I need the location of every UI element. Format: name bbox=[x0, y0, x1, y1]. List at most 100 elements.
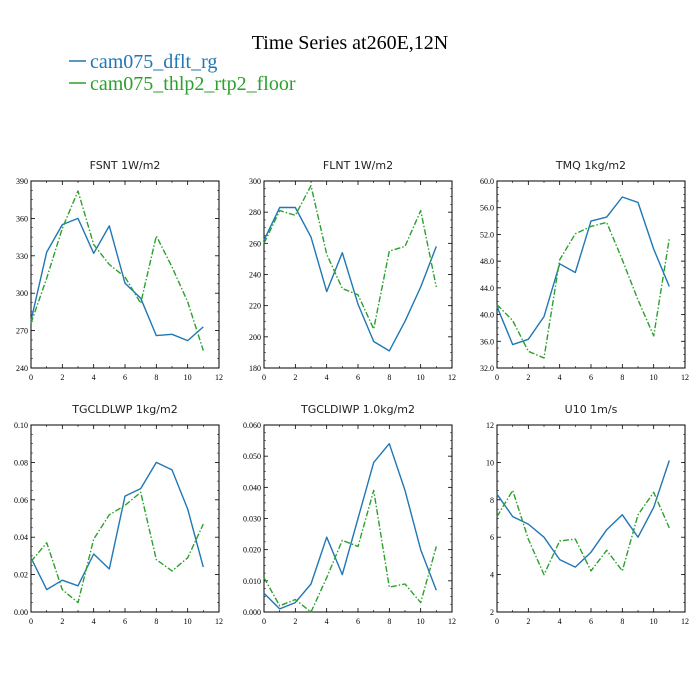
x-tick-label: 8 bbox=[620, 373, 624, 382]
y-tick-label: 0.010 bbox=[243, 577, 261, 586]
y-tick-label: 0.050 bbox=[243, 452, 261, 461]
series-line-thlp2-rtp2-floor bbox=[263, 489, 437, 613]
y-tick-label: 200 bbox=[249, 333, 261, 342]
x-tick-label: 6 bbox=[589, 373, 593, 382]
x-tick-label: 0 bbox=[495, 617, 499, 626]
y-tick-label: 0.08 bbox=[14, 458, 28, 467]
legend-label-dflt: cam075_dflt_rg bbox=[90, 51, 217, 73]
x-tick-label: 4 bbox=[325, 373, 329, 382]
x-tick-label: 0 bbox=[29, 617, 33, 626]
y-tick-label: 0.030 bbox=[243, 515, 261, 524]
y-tick-label: 330 bbox=[16, 252, 28, 261]
y-tick-label: 0.020 bbox=[243, 546, 261, 555]
chart-panel: TMQ 1kg/m2 0 2 4 6 8 10 12 32.0 36.0 40.0 44.0 48.0 5… bbox=[480, 159, 689, 382]
x-tick-label: 10 bbox=[184, 373, 192, 382]
y-tick-label: 12 bbox=[486, 421, 494, 430]
x-tick-label: 4 bbox=[325, 617, 329, 626]
x-tick-label: 2 bbox=[526, 373, 530, 382]
chart-panel: TGCLDLWP 1kg/m2 0 2 4 6 8 10 12 0.00 0.02 0.04 0.06… bbox=[14, 403, 223, 626]
x-tick-label: 10 bbox=[650, 617, 658, 626]
x-tick-label: 0 bbox=[495, 373, 499, 382]
y-tick-label: 0.06 bbox=[14, 496, 28, 505]
chart-title: TGCLDIWP 1.0kg/m2 bbox=[300, 403, 415, 416]
plot-frame bbox=[263, 180, 453, 369]
x-tick-label: 6 bbox=[356, 617, 360, 626]
y-tick-label: 0.00 bbox=[14, 608, 28, 617]
y-tick-label: 4 bbox=[490, 571, 494, 580]
plot-frame bbox=[496, 424, 686, 613]
y-tick-label: 0.04 bbox=[14, 533, 28, 542]
y-tick-label: 2 bbox=[490, 608, 494, 617]
y-tick-label: 240 bbox=[16, 364, 28, 373]
x-tick-label: 10 bbox=[417, 617, 425, 626]
chart-title: U10 1m/s bbox=[565, 403, 618, 416]
chart-title: FSNT 1W/m2 bbox=[90, 159, 161, 172]
chart-panel: FSNT 1W/m2 0 2 4 6 8 10 12 240 270 300 330 360 390 bbox=[16, 159, 223, 382]
chart-title: TMQ 1kg/m2 bbox=[555, 159, 626, 172]
x-tick-label: 2 bbox=[60, 617, 64, 626]
y-tick-label: 390 bbox=[16, 177, 28, 186]
x-tick-label: 6 bbox=[589, 617, 593, 626]
x-tick-label: 2 bbox=[293, 373, 297, 382]
series-line-thlp2-rtp2-floor bbox=[263, 184, 437, 330]
x-tick-label: 2 bbox=[526, 617, 530, 626]
x-tick-label: 8 bbox=[387, 617, 391, 626]
x-tick-label: 8 bbox=[154, 373, 158, 382]
y-tick-label: 260 bbox=[249, 239, 261, 248]
panels: FSNT 1W/m20 2 4 6 8 10 12240270300330360390FLN… bbox=[14, 159, 689, 626]
plot-frame bbox=[30, 180, 220, 369]
y-tick-label: 0.02 bbox=[14, 571, 28, 580]
series-line-thlp2-rtp2-floor bbox=[496, 221, 670, 359]
y-tick-label: 180 bbox=[249, 364, 261, 373]
x-tick-label: 12 bbox=[448, 373, 456, 382]
chart-panel: TGCLDIWP 1.0kg/m2 0 2 4 6 8 10 12 0.000 0.010 0.02… bbox=[243, 403, 456, 626]
x-tick-label: 8 bbox=[387, 373, 391, 382]
x-tick-label: 6 bbox=[356, 373, 360, 382]
y-tick-label: 56.0 bbox=[480, 204, 494, 213]
y-tick-label: 10 bbox=[486, 458, 494, 467]
x-tick-label: 0 bbox=[262, 617, 266, 626]
series-line-thlp2-rtp2-floor bbox=[30, 190, 204, 351]
series-line-dflt-rg bbox=[30, 217, 204, 342]
y-tick-label: 0.000 bbox=[243, 608, 261, 617]
y-tick-label: 280 bbox=[249, 208, 261, 217]
x-tick-label: 8 bbox=[154, 617, 158, 626]
series-line-dflt-rg bbox=[496, 196, 670, 346]
y-tick-label: 48.0 bbox=[480, 257, 494, 266]
x-tick-label: 0 bbox=[29, 373, 33, 382]
x-tick-label: 4 bbox=[558, 373, 562, 382]
x-tick-label: 10 bbox=[650, 373, 658, 382]
series-line-dflt-rg bbox=[30, 461, 204, 591]
y-tick-label: 270 bbox=[16, 327, 28, 336]
y-tick-label: 60.0 bbox=[480, 177, 494, 186]
series-line-thlp2-rtp2-floor bbox=[496, 489, 670, 576]
y-tick-label: 300 bbox=[16, 289, 28, 298]
series-line-dflt-rg bbox=[496, 460, 670, 568]
legend-label-floor: cam075_thlp2_rtp2_floor bbox=[90, 73, 296, 95]
x-tick-label: 2 bbox=[293, 617, 297, 626]
x-tick-label: 6 bbox=[123, 373, 127, 382]
y-tick-label: 300 bbox=[249, 177, 261, 186]
y-tick-label: 44.0 bbox=[480, 284, 494, 293]
x-tick-label: 4 bbox=[558, 617, 562, 626]
x-tick-label: 12 bbox=[215, 373, 223, 382]
x-tick-label: 0 bbox=[262, 373, 266, 382]
y-tick-label: 0.040 bbox=[243, 483, 261, 492]
y-tick-label: 220 bbox=[249, 302, 261, 311]
y-tick-label: 52.0 bbox=[480, 230, 494, 239]
chart-panel: FLNT 1W/m2 0 2 4 6 8 10 12 180 200 220 240 260 280 300 bbox=[249, 159, 456, 382]
x-tick-label: 12 bbox=[215, 617, 223, 626]
chart-title: FLNT 1W/m2 bbox=[323, 159, 393, 172]
y-tick-label: 36.0 bbox=[480, 337, 494, 346]
y-tick-label: 0.060 bbox=[243, 421, 261, 430]
y-tick-label: 0.10 bbox=[14, 421, 28, 430]
y-tick-label: 32.0 bbox=[480, 364, 494, 373]
x-tick-label: 6 bbox=[123, 617, 127, 626]
y-tick-label: 8 bbox=[490, 496, 494, 505]
x-tick-label: 4 bbox=[92, 373, 96, 382]
x-tick-label: 10 bbox=[184, 617, 192, 626]
series-line-thlp2-rtp2-floor bbox=[30, 491, 204, 604]
x-tick-label: 4 bbox=[92, 617, 96, 626]
